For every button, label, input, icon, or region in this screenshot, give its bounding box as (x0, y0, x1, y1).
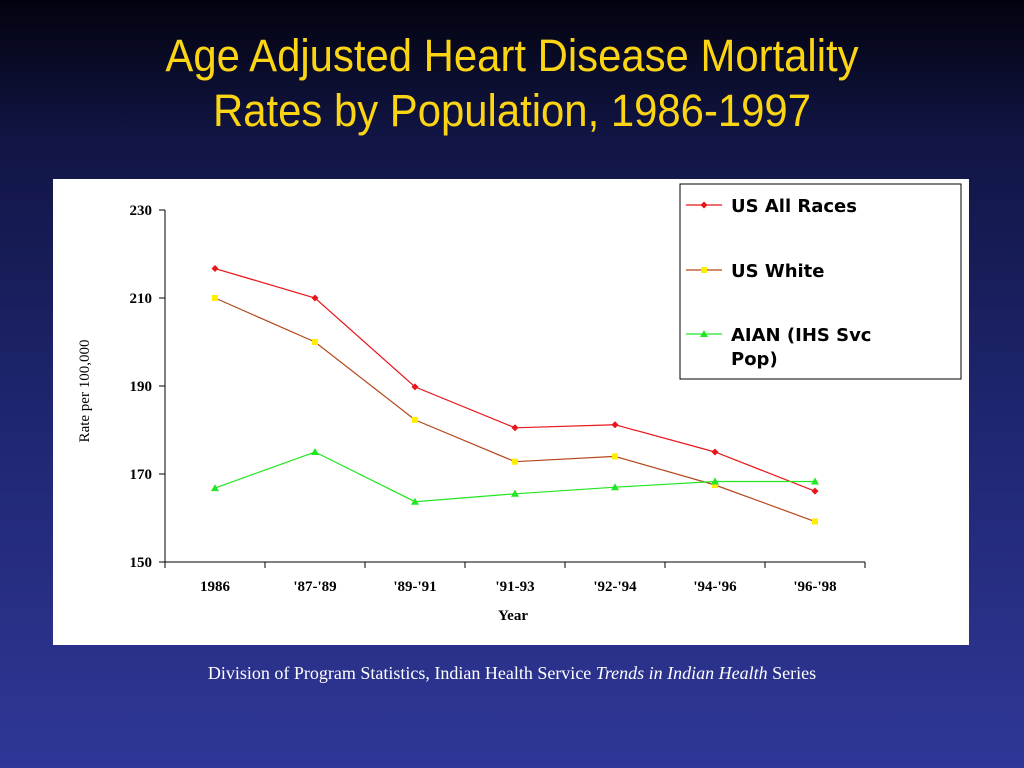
x-tick-label: '94-'96 (693, 579, 737, 595)
data-point-s0 (211, 265, 219, 273)
footer-italic-title: Trends in Indian Health (595, 663, 768, 683)
data-point-s2 (311, 448, 319, 455)
data-point-s0 (711, 448, 719, 456)
data-point-s1 (512, 458, 518, 465)
x-tick-label: '87-'89 (293, 579, 336, 595)
data-point-s1 (212, 295, 218, 301)
x-tick-label: '96-'98 (793, 579, 836, 595)
data-point-s2 (711, 477, 719, 485)
data-point-s2 (611, 483, 619, 491)
x-tick-label: 1986 (200, 579, 231, 595)
data-point-s2 (511, 489, 519, 497)
x-tick-label: '92-'94 (593, 579, 637, 595)
y-tick-label: 150 (130, 555, 153, 571)
source-footer: Division of Program Statistics, Indian H… (0, 663, 1024, 684)
data-point-s0 (311, 294, 319, 302)
title-line-2: Rates by Population, 1986-1997 (213, 85, 811, 136)
data-point-s1 (712, 482, 718, 488)
x-axis-title: Year (498, 608, 528, 624)
footer-prefix: Division of Program Statistics, Indian H… (207, 663, 596, 683)
legend-box (679, 183, 962, 380)
y-axis-title: Rate per 100,000 (77, 340, 93, 443)
title-line-1: Age Adjusted Heart Disease Mortality (165, 30, 859, 81)
x-tick-label: '91-93 (495, 579, 534, 595)
data-point-s1 (812, 518, 818, 525)
data-point-s0 (411, 383, 419, 391)
data-point-s2 (811, 477, 819, 485)
y-tick-label: 230 (130, 203, 153, 219)
data-point-s1 (612, 453, 618, 460)
legend-marker-2 (700, 330, 708, 337)
footer-suffix: Series (767, 663, 817, 683)
legend-label-2: AIAN (IHS Svc Pop) (731, 325, 871, 370)
data-point-s0 (811, 487, 819, 495)
data-point-s0 (511, 424, 519, 432)
data-point-s1 (312, 339, 318, 345)
data-point-s0 (611, 421, 619, 429)
chart-panel: 150 170 190 210 230 1986 '87-'89 '89-'91 '91-93 '… (53, 179, 969, 645)
slide-title: Age Adjusted Heart Disease Mortality Rat… (36, 28, 988, 138)
legend-marker-1 (701, 267, 707, 273)
legend-label-1: US White (731, 261, 825, 282)
x-tick-label: '89-'91 (393, 579, 436, 595)
data-point-s2 (411, 497, 419, 505)
y-tick-label: 170 (130, 467, 153, 483)
legend-label-0: US All Races (731, 196, 857, 217)
data-point-s2 (211, 484, 219, 492)
data-point-s1 (412, 416, 418, 423)
legend-marker-0 (700, 201, 708, 209)
line-chart: 150 170 190 210 230 1986 '87-'89 '89-'91 '91-93 '… (77, 183, 962, 624)
y-tick-label: 190 (130, 379, 153, 395)
y-tick-label: 210 (130, 291, 153, 307)
